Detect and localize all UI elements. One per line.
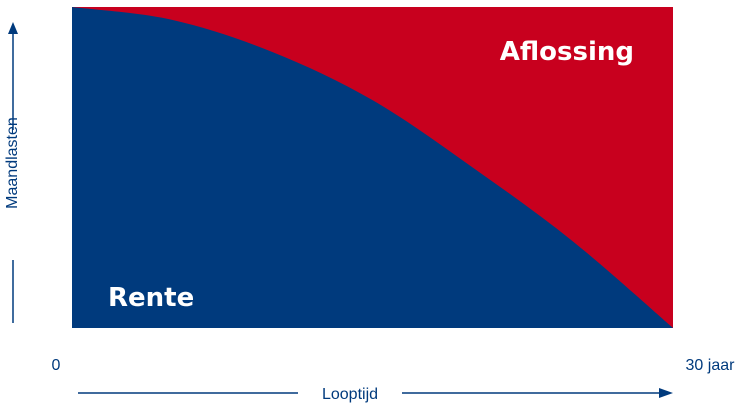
x-tick-start: 0 xyxy=(52,357,61,374)
y-axis: Maandlasten xyxy=(4,22,21,323)
x-axis: Looptijd 0 30 jaar xyxy=(52,357,736,403)
x-tick-end: 30 jaar xyxy=(686,357,736,374)
x-axis-label: Looptijd xyxy=(322,386,378,403)
rente-label: Rente xyxy=(108,283,194,313)
aflossing-label: Aflossing xyxy=(500,37,634,67)
y-axis-label: Maandlasten xyxy=(4,117,21,209)
y-axis-arrow-icon xyxy=(8,22,18,34)
rente-area xyxy=(72,7,673,328)
x-axis-arrow-icon xyxy=(659,388,673,398)
